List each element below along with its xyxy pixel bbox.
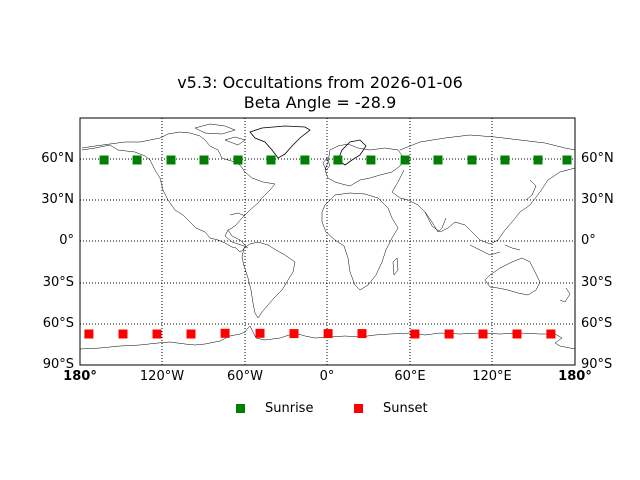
y-label-left-0: 0° — [59, 233, 74, 248]
sunrise-marker — [562, 155, 572, 165]
sunrise-markers — [99, 155, 572, 165]
legend-label-sunset: Sunset — [383, 400, 428, 416]
y-label-right-90s: 90°S — [581, 357, 613, 372]
y-label-right-30n: 30°N — [581, 192, 614, 207]
sunrise-marker — [233, 155, 243, 165]
sunrise-marker — [333, 155, 343, 165]
chart-subtitle: Beta Angle = -28.9 — [243, 93, 397, 112]
y-label-right-30s: 30°S — [581, 275, 613, 290]
y-label-right-0: 0° — [581, 233, 596, 248]
y-label-left-30s: 30°S — [42, 275, 74, 290]
y-label-right-60n: 60°N — [581, 151, 614, 166]
sunrise-marker — [500, 155, 510, 165]
sunset-marker — [289, 329, 299, 339]
sunrise-marker — [533, 155, 543, 165]
sunset-marker — [84, 329, 94, 339]
sunset-markers — [84, 328, 556, 339]
sunrise-marker — [99, 155, 109, 165]
legend-item-sunrise: Sunrise — [236, 399, 313, 417]
legend: Sunrise Sunset — [0, 399, 640, 419]
sunset-marker — [444, 329, 454, 339]
x-label-120e: 120°E — [472, 369, 512, 384]
sunset-marker — [152, 329, 162, 339]
sunrise-marker — [166, 155, 176, 165]
x-label-120w: 120°W — [139, 369, 185, 384]
graticule-grid — [80, 118, 575, 365]
sunset-marker — [118, 329, 128, 339]
x-label-0: 0° — [319, 369, 335, 384]
sunset-marker — [220, 328, 230, 338]
sunset-marker — [255, 328, 265, 338]
y-label-left-30n: 30°N — [41, 192, 74, 207]
legend-item-sunset: Sunset — [354, 399, 428, 417]
sunset-marker — [323, 329, 333, 339]
sunset-marker — [512, 329, 522, 339]
sunrise-marker — [366, 155, 376, 165]
sunrise-marker — [433, 155, 443, 165]
sunrise-marker — [132, 155, 142, 165]
sunrise-marker — [467, 155, 477, 165]
x-label-60e: 60°E — [394, 369, 426, 384]
sunrise-marker — [199, 155, 209, 165]
y-label-left-60n: 60°N — [41, 151, 74, 166]
sunrise-square-icon — [236, 403, 245, 413]
sunset-marker — [410, 329, 420, 339]
y-label-left-60s: 60°S — [42, 316, 74, 331]
y-label-right-60s: 60°S — [581, 316, 613, 331]
chart-title: v5.3: Occultations from 2026-01-06 — [177, 73, 463, 92]
sunrise-marker — [266, 155, 276, 165]
sunset-marker — [357, 329, 367, 339]
map-frame — [79, 117, 576, 366]
y-label-left-90s: 90°S — [42, 357, 74, 372]
sunset-square-icon — [354, 403, 363, 413]
x-label-60w: 60°W — [227, 369, 263, 384]
legend-label-sunrise: Sunrise — [265, 400, 314, 416]
x-label-180e: 180° — [558, 369, 592, 384]
sunrise-marker — [300, 155, 310, 165]
coastlines — [79, 123, 576, 350]
sunrise-marker — [400, 155, 410, 165]
x-label-180w: 180° — [63, 369, 97, 384]
sunset-marker — [546, 329, 556, 339]
sunset-marker — [478, 329, 488, 339]
sunset-marker — [186, 329, 196, 339]
